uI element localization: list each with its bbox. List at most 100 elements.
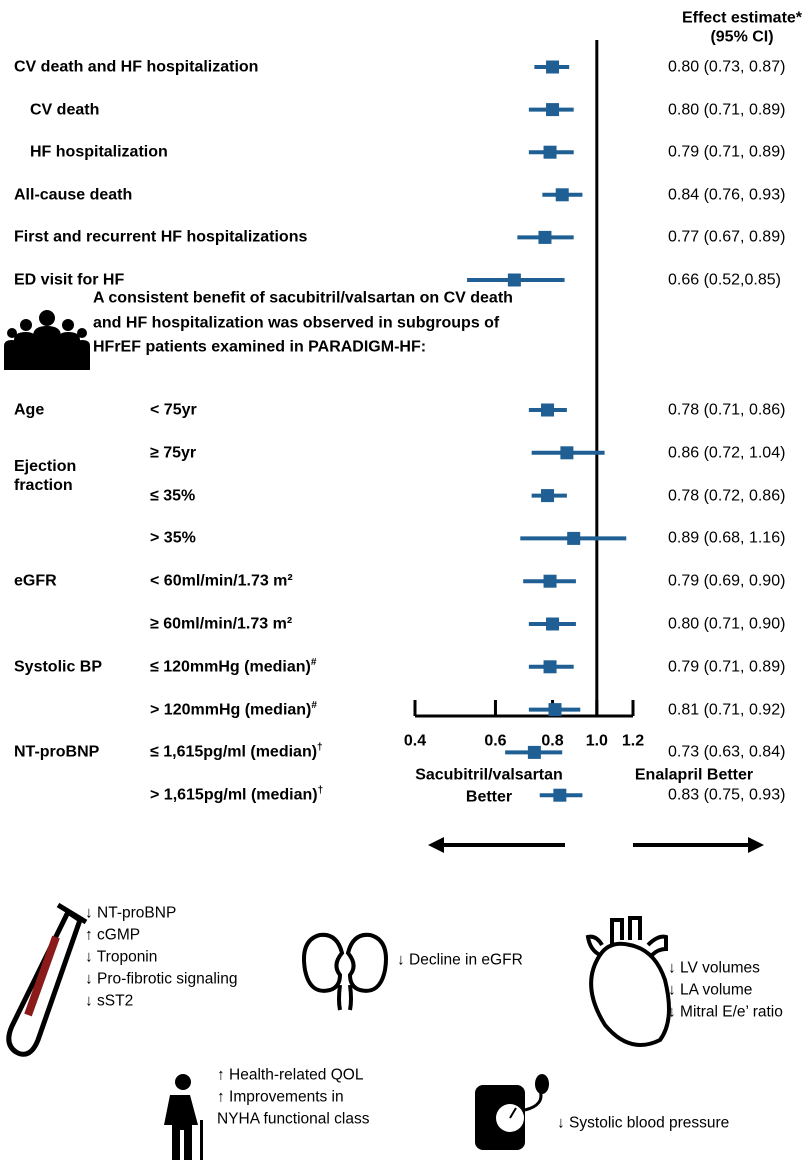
- label-text: ≤ 35%: [150, 487, 195, 504]
- label-text: ≤ 120mmHg (median): [150, 658, 311, 675]
- effect-estimate: 0.81 (0.71, 0.92): [668, 700, 785, 719]
- effect-text: ↓ Troponin: [85, 948, 157, 967]
- effect-text: ↑ Improvements in: [217, 1088, 344, 1107]
- subgroup-label: ≥ 60ml/min/1.73 m²: [150, 615, 292, 634]
- effect-estimate: 0.79 (0.71, 0.89): [668, 657, 785, 676]
- point-estimate: [528, 746, 541, 759]
- label-text: > 35%: [150, 530, 196, 547]
- point-estimate: [538, 231, 551, 244]
- subgroup-label: ≤ 1,615pg/ml (median)†: [150, 743, 323, 762]
- point-estimate: [544, 660, 557, 673]
- effect-text: ↓ Decline in eGFR: [397, 951, 523, 970]
- footnote-mark: †: [318, 785, 324, 796]
- people-icon: [4, 310, 90, 370]
- effect-estimate: 0.78 (0.72, 0.86): [668, 486, 785, 505]
- elderly-icon: [164, 1074, 203, 1160]
- effect-text: NYHA functional class: [217, 1110, 370, 1129]
- subgroup-name: eGFR: [14, 572, 114, 591]
- heart-icon: [588, 918, 669, 1045]
- x-tick-label: 1.2: [622, 732, 644, 751]
- point-estimate: [544, 146, 557, 159]
- subgroup-label: > 120mmHg (median)#: [150, 700, 317, 719]
- direction-arrows: [428, 837, 764, 853]
- x-tick-label: 0.8: [541, 732, 563, 751]
- point-estimate: [508, 274, 521, 287]
- effect-estimate: 0.79 (0.71, 0.89): [668, 143, 785, 162]
- page: Effect estimate*(95% CI) 0.4 0.6 0.8 1.0 1.2 C…: [0, 0, 811, 1161]
- footnote-mark: #: [311, 700, 317, 711]
- outcome-label: CV death and HF hospitalization: [14, 58, 258, 77]
- subgroup-label: ≥ 75yr: [150, 443, 196, 462]
- point-estimate: [567, 532, 580, 545]
- subgroup-name: Ejection fraction: [14, 457, 114, 495]
- point-estimate: [549, 703, 562, 716]
- footnote-mark: #: [311, 657, 317, 668]
- label-text: < 75yr: [150, 402, 197, 419]
- subgroup-note: A consistent benefit of sacubitril/valsa…: [93, 289, 513, 308]
- effect-estimate: 0.80 (0.71, 0.90): [668, 615, 785, 634]
- effect-text: ↑ cGMP: [85, 926, 140, 945]
- subgroup-label: < 75yr: [150, 401, 197, 420]
- subgroup-note: and HF hospitalization was observed in s…: [93, 313, 499, 332]
- outcome-label: First and recurrent HF hospitalizations: [14, 228, 307, 247]
- subgroup-name: Systolic BP: [14, 657, 114, 676]
- effect-estimate: 0.80 (0.71, 0.89): [668, 100, 785, 119]
- favours-label: Sacubitril/valsartan: [415, 766, 563, 785]
- effect-estimate: 0.80 (0.73, 0.87): [668, 58, 785, 77]
- label-text: ≤ 1,615pg/ml (median): [150, 744, 317, 761]
- point-estimate: [541, 404, 554, 417]
- label-text: < 60ml/min/1.73 m²: [150, 573, 293, 590]
- column-header: (95% CI): [710, 28, 773, 47]
- effect-estimate: 0.73 (0.63, 0.84): [668, 743, 785, 762]
- subgroup-label: ≤ 35%: [150, 486, 195, 505]
- subgroup-name: NT-proBNP: [14, 743, 114, 762]
- effect-estimate: 0.79 (0.69, 0.90): [668, 572, 785, 591]
- subgroup-label: ≤ 120mmHg (median)#: [150, 657, 316, 676]
- subgroup-note: HFrEF patients examined in PARADIGM-HF:: [93, 338, 426, 357]
- label-text: > 1,615pg/ml (median): [150, 787, 318, 804]
- effect-text: ↓ Mitral E/e’ ratio: [668, 1003, 783, 1022]
- favours-label: Enalapril Better: [635, 766, 753, 785]
- point-estimate: [556, 188, 569, 201]
- outcome-label: All-cause death: [14, 185, 132, 204]
- outcome-label: HF hospitalization: [30, 143, 168, 162]
- effect-text: ↓ sST2: [85, 992, 133, 1011]
- effect-text: ↑ Health-related QOL: [217, 1066, 363, 1085]
- effect-estimate: 0.77 (0.67, 0.89): [668, 228, 785, 247]
- outcome-label: CV death: [30, 100, 99, 119]
- effect-estimate: 0.89 (0.68, 1.16): [668, 529, 785, 548]
- label-text: ≥ 75yr: [150, 444, 196, 461]
- point-estimate: [544, 575, 557, 588]
- effect-estimate: 0.86 (0.72, 1.04): [668, 443, 785, 462]
- subgroup-label: < 60ml/min/1.73 m²: [150, 572, 293, 591]
- bp-monitor-icon: [475, 1074, 549, 1150]
- label-text: > 120mmHg (median): [150, 701, 311, 718]
- x-tick-label: 1.0: [586, 732, 608, 751]
- kidney-icon: [304, 935, 386, 1010]
- point-estimate: [546, 618, 559, 631]
- point-estimate: [546, 103, 559, 116]
- effect-estimate: 0.66 (0.52,0.85): [668, 271, 781, 290]
- favours-label: Better: [466, 788, 512, 807]
- effect-text: ↓ LA volume: [668, 981, 752, 1000]
- effect-estimate: 0.84 (0.76, 0.93): [668, 185, 785, 204]
- outcome-label: ED visit for HF: [14, 271, 124, 290]
- effect-text: ↓ Systolic blood pressure: [557, 1114, 729, 1133]
- footnote-mark: †: [317, 743, 323, 754]
- effect-estimate: 0.83 (0.75, 0.93): [668, 786, 785, 805]
- subgroup-label: > 35%: [150, 529, 196, 548]
- point-estimate: [546, 61, 559, 74]
- effect-text: ↓ LV volumes: [668, 959, 760, 978]
- x-tick-label: 0.6: [484, 732, 506, 751]
- label-text: ≥ 60ml/min/1.73 m²: [150, 616, 292, 633]
- effect-text: ↓ NT-proBNP: [85, 904, 176, 923]
- test-tube-icon: [9, 905, 86, 1054]
- effect-text: ↓ Pro-fibrotic signaling: [85, 970, 237, 989]
- point-estimate: [553, 789, 566, 802]
- subgroup-name: Age: [14, 401, 114, 420]
- point-estimate: [560, 446, 573, 459]
- point-estimate: [541, 489, 554, 502]
- subgroup-label: > 1,615pg/ml (median)†: [150, 786, 323, 805]
- x-tick-label: 0.4: [404, 732, 426, 751]
- column-header: Effect estimate*: [682, 9, 802, 28]
